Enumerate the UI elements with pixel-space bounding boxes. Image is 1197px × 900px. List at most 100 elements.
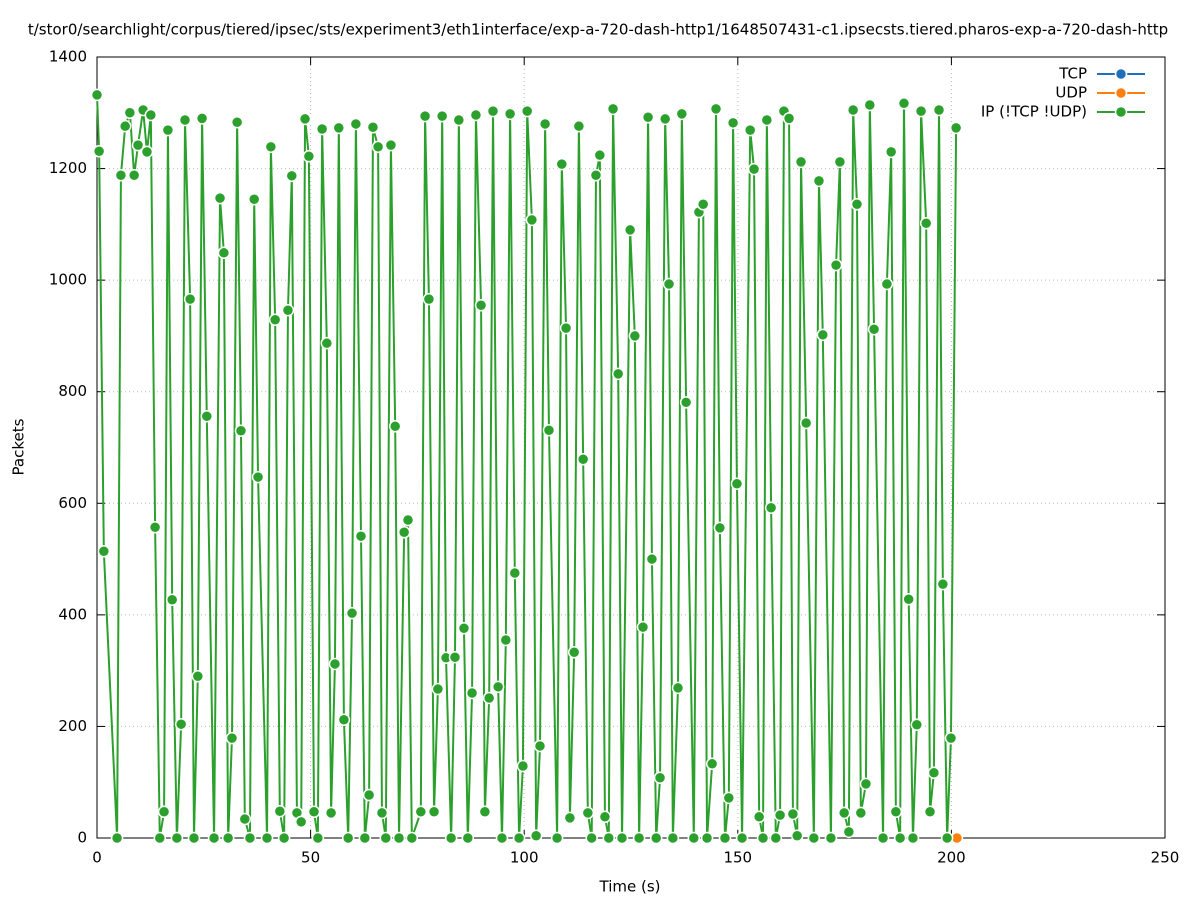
data-point xyxy=(414,805,428,819)
chart-title: t/stor0/searchlight/corpus/tiered/ipsec/… xyxy=(28,21,1168,39)
data-point xyxy=(161,123,175,137)
data-point xyxy=(213,191,227,205)
data-point xyxy=(730,477,744,491)
data-point xyxy=(341,831,355,845)
x-tick-label: 0 xyxy=(92,849,102,867)
data-point xyxy=(846,103,860,117)
legend-label: IP (!TCP !UDP) xyxy=(981,103,1087,121)
data-point xyxy=(718,831,732,845)
data-point xyxy=(482,691,496,705)
data-point xyxy=(495,831,509,845)
data-point xyxy=(889,805,903,819)
data-point xyxy=(452,113,466,127)
data-point xyxy=(328,657,342,671)
data-point xyxy=(927,766,941,779)
data-point xyxy=(503,107,517,121)
data-point xyxy=(170,831,184,845)
legend-swatch-marker xyxy=(1114,67,1128,81)
data-point xyxy=(118,119,132,133)
data-point xyxy=(191,669,205,683)
data-point xyxy=(397,526,411,539)
data-point xyxy=(349,117,363,131)
y-tick-label: 1200 xyxy=(49,159,87,177)
y-tick-label: 200 xyxy=(58,717,87,735)
data-point xyxy=(324,806,338,820)
data-point xyxy=(902,592,915,606)
data-point xyxy=(542,423,556,437)
data-point xyxy=(260,831,274,845)
data-point xyxy=(388,420,402,433)
data-point xyxy=(174,717,188,731)
y-axis-label: Packets xyxy=(10,418,28,475)
data-point xyxy=(533,739,547,753)
data-point xyxy=(401,513,415,527)
data-point xyxy=(829,258,843,272)
data-point xyxy=(555,157,569,171)
data-point xyxy=(486,104,500,118)
data-point xyxy=(867,322,881,336)
data-point xyxy=(157,805,171,819)
data-point xyxy=(375,806,389,820)
data-point xyxy=(910,718,924,732)
y-tick-label: 600 xyxy=(58,494,87,512)
data-point xyxy=(799,416,813,430)
data-point xyxy=(949,121,963,135)
data-point xyxy=(238,812,252,826)
data-point xyxy=(615,831,629,845)
data-point xyxy=(516,759,530,773)
data-point xyxy=(782,112,796,125)
data-point xyxy=(183,292,197,306)
y-tick-label: 1000 xyxy=(49,271,87,289)
data-point xyxy=(756,831,770,845)
data-point xyxy=(713,521,727,535)
data-point xyxy=(936,577,950,591)
data-point xyxy=(405,831,419,845)
data-point xyxy=(520,104,534,118)
data-point xyxy=(294,815,308,829)
data-point xyxy=(837,806,851,820)
data-point xyxy=(92,145,106,158)
data-point xyxy=(525,213,539,227)
data-point xyxy=(144,108,158,122)
data-point xyxy=(863,98,877,112)
data-point xyxy=(298,112,312,126)
data-point xyxy=(302,150,316,163)
data-point xyxy=(807,831,821,845)
data-point xyxy=(636,620,650,634)
data-point xyxy=(491,680,505,694)
data-point xyxy=(461,831,475,845)
data-point xyxy=(264,140,278,154)
legend-swatch-marker xyxy=(1114,105,1128,119)
data-point xyxy=(200,410,214,423)
data-point xyxy=(358,831,372,845)
x-tick-label: 150 xyxy=(723,849,752,867)
data-point xyxy=(769,831,783,845)
data-point xyxy=(431,682,445,696)
data-point xyxy=(123,106,137,120)
data-point xyxy=(187,831,201,845)
data-point xyxy=(178,113,192,127)
plot-border xyxy=(96,56,1166,839)
data-point xyxy=(897,97,911,110)
data-point xyxy=(337,713,351,726)
data-point xyxy=(709,102,723,116)
data-point xyxy=(345,606,359,620)
data-point xyxy=(478,805,492,819)
data-point xyxy=(687,831,701,845)
data-point xyxy=(422,292,436,306)
data-point xyxy=(726,116,740,130)
data-point xyxy=(465,686,479,700)
data-point xyxy=(362,788,376,802)
data-point xyxy=(581,806,595,820)
data-point xyxy=(315,122,329,136)
data-point xyxy=(474,298,488,312)
data-point xyxy=(148,521,162,534)
data-point xyxy=(653,771,667,785)
data-point xyxy=(696,198,710,211)
data-point xyxy=(512,831,526,845)
data-point xyxy=(585,831,598,845)
data-point xyxy=(563,811,577,825)
data-point xyxy=(760,113,774,127)
data-point xyxy=(366,121,380,134)
data-point xyxy=(354,529,368,543)
